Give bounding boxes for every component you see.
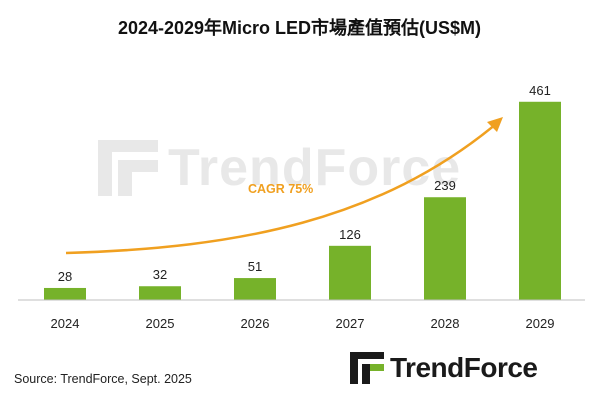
source-note: Source: TrendForce, Sept. 2025 [14, 372, 192, 386]
x-tick-label-2025: 2025 [146, 316, 175, 331]
data-label-2029: 461 [529, 83, 551, 98]
brand-logo: TrendForce [350, 352, 538, 384]
x-tick-label-2029: 2029 [526, 316, 555, 331]
x-tick-label-2027: 2027 [336, 316, 365, 331]
x-tick-label-2028: 2028 [431, 316, 460, 331]
bar-2024 [44, 287, 86, 300]
data-label-2024: 28 [58, 269, 72, 284]
bar-2026 [234, 278, 276, 300]
data-label-2028: 239 [434, 178, 456, 193]
x-tick-label-2024: 2024 [51, 316, 80, 331]
x-tick-label-2026: 2026 [241, 316, 270, 331]
data-label-2026: 51 [248, 259, 262, 274]
trend-arrowhead [487, 117, 503, 132]
bar-2027 [329, 245, 371, 300]
brand-name: TrendForce [390, 352, 538, 383]
cagr-annotation: CAGR 75% [248, 182, 313, 196]
bar-2025 [139, 286, 181, 300]
bar-2029 [519, 101, 561, 301]
bar-2028 [424, 197, 466, 300]
data-label-2027: 126 [339, 227, 361, 242]
chart-title: 2024-2029年Micro LED市場產值預估(US$M) [117, 18, 482, 38]
trendforce-logo-icon [350, 352, 384, 384]
trend-arrow-line [65, 123, 497, 255]
data-label-2025: 32 [153, 267, 167, 282]
